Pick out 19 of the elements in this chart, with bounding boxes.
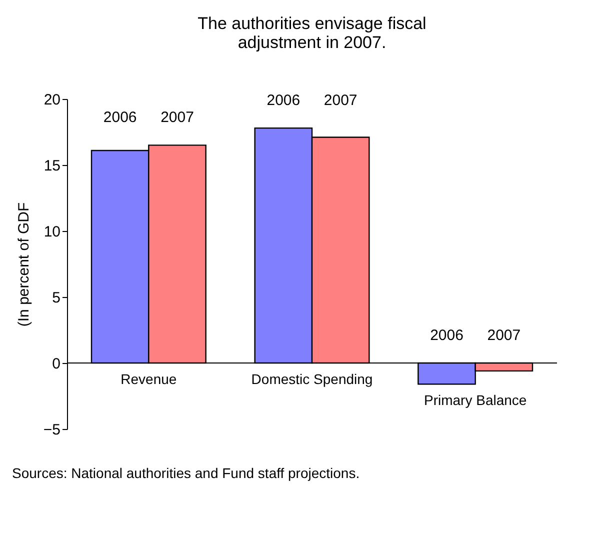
text: The authorities envisage fiscal — [198, 14, 426, 33]
text: adjustment in 2007. — [238, 33, 386, 52]
x-tick-label: Revenue — [120, 371, 177, 387]
y-tick-label: 5 — [52, 290, 60, 306]
y-axis-title: (In percent of GDF — [15, 202, 32, 327]
text: 2007 — [487, 327, 521, 344]
text: 2006 — [430, 327, 464, 344]
y-tick-label: 10 — [44, 224, 60, 240]
x-tick-label: Primary Balance — [424, 392, 527, 408]
source-note: Sources: National authorities and Fund staff projections. — [12, 465, 360, 481]
series-label: 2006 — [266, 92, 300, 110]
series-label: 2007 — [160, 109, 194, 126]
y-tick-label: −5 — [43, 422, 60, 438]
y-tick-label: 20 — [44, 92, 60, 108]
x-tick-label: Domestic Spending — [251, 371, 373, 387]
text: 2006 — [103, 109, 137, 126]
y-tick-label: 0 — [52, 356, 60, 372]
text: 2007 — [324, 92, 358, 110]
y-tick-label: 15 — [44, 158, 60, 174]
